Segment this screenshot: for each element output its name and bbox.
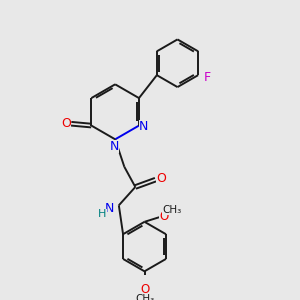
Text: CH₃: CH₃ [135, 294, 154, 300]
Text: N: N [110, 140, 119, 153]
Text: O: O [156, 172, 166, 185]
Text: CH₃: CH₃ [162, 205, 182, 215]
Text: O: O [159, 210, 168, 223]
Text: O: O [61, 117, 70, 130]
Text: F: F [204, 71, 211, 84]
Text: H: H [98, 209, 106, 220]
Text: N: N [105, 202, 114, 214]
Text: N: N [139, 120, 148, 133]
Text: O: O [140, 283, 149, 296]
